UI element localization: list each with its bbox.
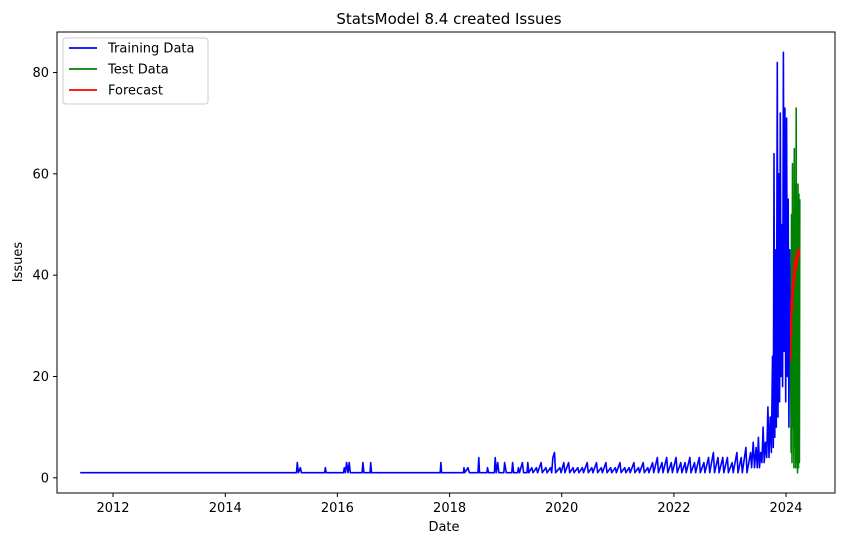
- y-tick-label: 60: [32, 167, 49, 182]
- series-layer: [80, 51, 801, 474]
- x-tick-label: 2024: [769, 501, 802, 516]
- y-tick-label: 0: [41, 471, 49, 486]
- y-tick-label: 40: [32, 269, 49, 284]
- x-axis-title: Date: [428, 520, 459, 535]
- legend-label: Forecast: [108, 84, 163, 99]
- y-axis: 0 20 40 60 80: [32, 66, 57, 486]
- x-tick-label: 2018: [433, 501, 466, 516]
- x-tick-label: 2012: [96, 501, 129, 516]
- x-tick-label: 2014: [209, 501, 242, 516]
- plot-area: [56, 31, 836, 494]
- legend-box: [62, 37, 209, 105]
- plot-background: [57, 32, 835, 493]
- legend-label: Test Data: [107, 63, 169, 78]
- y-tick-label: 80: [32, 66, 49, 81]
- y-axis-title: Issues: [11, 242, 26, 283]
- y-tick-label: 20: [32, 370, 49, 385]
- x-axis: 2012 2014 2016 2018 2020 2022 2024: [96, 493, 803, 516]
- legend: Training Data Test Data Forecast: [62, 37, 209, 105]
- plot-frame: [56, 31, 836, 494]
- legend-label: Training Data: [107, 42, 194, 57]
- series-line-forecast: [789, 249, 801, 362]
- series-line-training-data: [80, 51, 792, 474]
- series-line-test-data: [789, 107, 801, 474]
- chart-title: StatsModel 8.4 created Issues: [336, 10, 561, 28]
- x-tick-label: 2016: [321, 501, 354, 516]
- x-tick-label: 2022: [657, 501, 690, 516]
- x-tick-label: 2020: [545, 501, 578, 516]
